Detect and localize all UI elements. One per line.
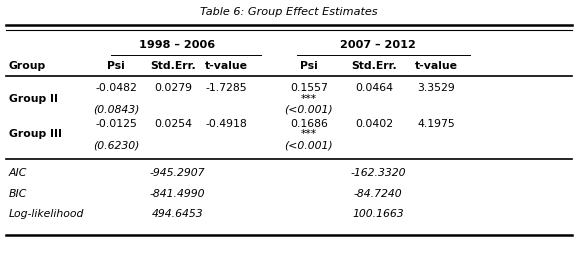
Text: Log-likelihood: Log-likelihood bbox=[9, 209, 84, 219]
Text: AIC: AIC bbox=[9, 168, 27, 178]
Text: 100.1663: 100.1663 bbox=[353, 209, 404, 219]
Text: ***: *** bbox=[301, 129, 317, 139]
Text: 0.0279: 0.0279 bbox=[154, 84, 192, 93]
Text: Std.Err.: Std.Err. bbox=[150, 61, 196, 71]
Text: Psi: Psi bbox=[108, 61, 125, 71]
Text: BIC: BIC bbox=[9, 189, 27, 199]
Text: t-value: t-value bbox=[415, 61, 458, 71]
Text: -162.3320: -162.3320 bbox=[350, 168, 406, 178]
Text: -0.0482: -0.0482 bbox=[95, 84, 137, 93]
Text: 3.3529: 3.3529 bbox=[417, 84, 455, 93]
Text: 0.0402: 0.0402 bbox=[355, 119, 393, 128]
Text: -0.0125: -0.0125 bbox=[95, 119, 137, 128]
Text: Group III: Group III bbox=[9, 129, 62, 139]
Text: 494.6453: 494.6453 bbox=[151, 209, 203, 219]
Text: 0.1686: 0.1686 bbox=[290, 119, 328, 128]
Text: (<0.001): (<0.001) bbox=[284, 140, 333, 150]
Text: Std.Err.: Std.Err. bbox=[351, 61, 397, 71]
Text: (0.0843): (0.0843) bbox=[93, 105, 139, 115]
Text: 2007 – 2012: 2007 – 2012 bbox=[340, 40, 416, 50]
Text: Table 6: Group Effect Estimates: Table 6: Group Effect Estimates bbox=[200, 7, 378, 17]
Text: -0.4918: -0.4918 bbox=[206, 119, 247, 128]
Text: 4.1975: 4.1975 bbox=[417, 119, 455, 128]
Text: -945.2907: -945.2907 bbox=[149, 168, 205, 178]
Text: Group II: Group II bbox=[9, 95, 58, 104]
Text: 0.0464: 0.0464 bbox=[355, 84, 393, 93]
Text: -1.7285: -1.7285 bbox=[206, 84, 247, 93]
Text: t-value: t-value bbox=[205, 61, 248, 71]
Text: (<0.001): (<0.001) bbox=[284, 105, 333, 115]
Text: 0.1557: 0.1557 bbox=[290, 84, 328, 93]
Text: 0.0254: 0.0254 bbox=[154, 119, 192, 128]
Text: (0.6230): (0.6230) bbox=[93, 140, 139, 150]
Text: Group: Group bbox=[9, 61, 46, 71]
Text: -84.7240: -84.7240 bbox=[354, 189, 402, 199]
Text: Psi: Psi bbox=[300, 61, 318, 71]
Text: 1998 – 2006: 1998 – 2006 bbox=[139, 40, 215, 50]
Text: -841.4990: -841.4990 bbox=[149, 189, 205, 199]
Text: ***: *** bbox=[301, 95, 317, 104]
